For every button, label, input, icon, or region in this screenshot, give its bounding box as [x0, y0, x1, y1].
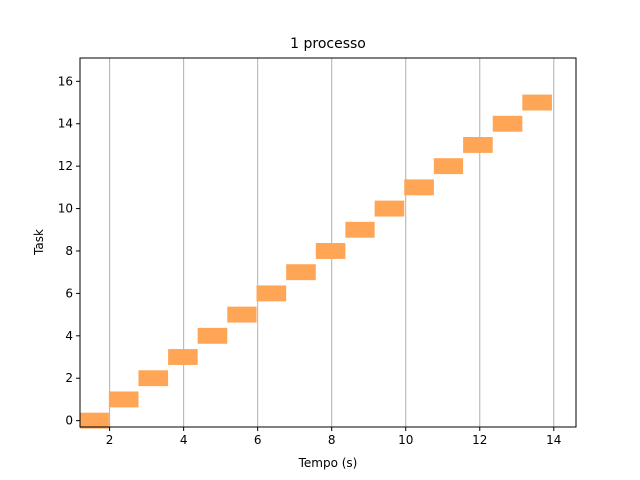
task-bar-4: [197, 327, 228, 344]
task-bar-5: [227, 306, 257, 323]
x-tick-label: 8: [328, 433, 336, 447]
x-tick-label: 10: [398, 433, 413, 447]
y-tick-label: 2: [65, 371, 73, 385]
x-tick-label: 4: [180, 433, 188, 447]
task-bar-6: [256, 285, 287, 302]
y-tick-label: 0: [65, 414, 73, 428]
y-tick-label: 10: [58, 202, 73, 216]
plot-area-frame: [79, 57, 577, 428]
task-bars: [80, 94, 552, 429]
x-tick-label: 14: [546, 433, 561, 447]
y-tick-label: 4: [65, 329, 73, 343]
y-axis-ticks: 0 2 4 6 8 10 12 14 16: [58, 74, 80, 428]
task-bar-12: [433, 158, 464, 175]
task-bar-7: [286, 264, 316, 281]
x-axis-label: Tempo (s): [298, 456, 358, 470]
task-bar-0: [80, 412, 109, 429]
task-bar-14: [492, 115, 523, 132]
y-tick-label: 6: [65, 286, 73, 300]
y-tick-label: 8: [65, 244, 73, 258]
y-tick-label: 16: [58, 74, 73, 88]
grid-lines: [109, 58, 555, 427]
task-bar-11: [404, 179, 434, 196]
x-axis-ticks: 2 4 6 8 10 12 14: [106, 427, 561, 447]
y-tick-label: 12: [58, 159, 73, 173]
y-tick-label: 14: [58, 117, 73, 131]
x-tick-label: 12: [472, 433, 487, 447]
task-bar-13: [463, 136, 493, 153]
task-bar-8: [315, 243, 346, 259]
task-bar-1: [108, 391, 139, 408]
task-bar-3: [168, 349, 198, 365]
x-tick-label: 2: [106, 433, 114, 447]
task-bar-9: [345, 221, 375, 238]
task-bar-2: [138, 370, 169, 387]
task-bar-10: [374, 200, 405, 217]
task-bar-15: [522, 94, 552, 111]
y-axis-label: Task: [32, 229, 46, 256]
chart-title: 1 processo: [290, 36, 366, 52]
x-tick-label: 6: [254, 433, 262, 447]
